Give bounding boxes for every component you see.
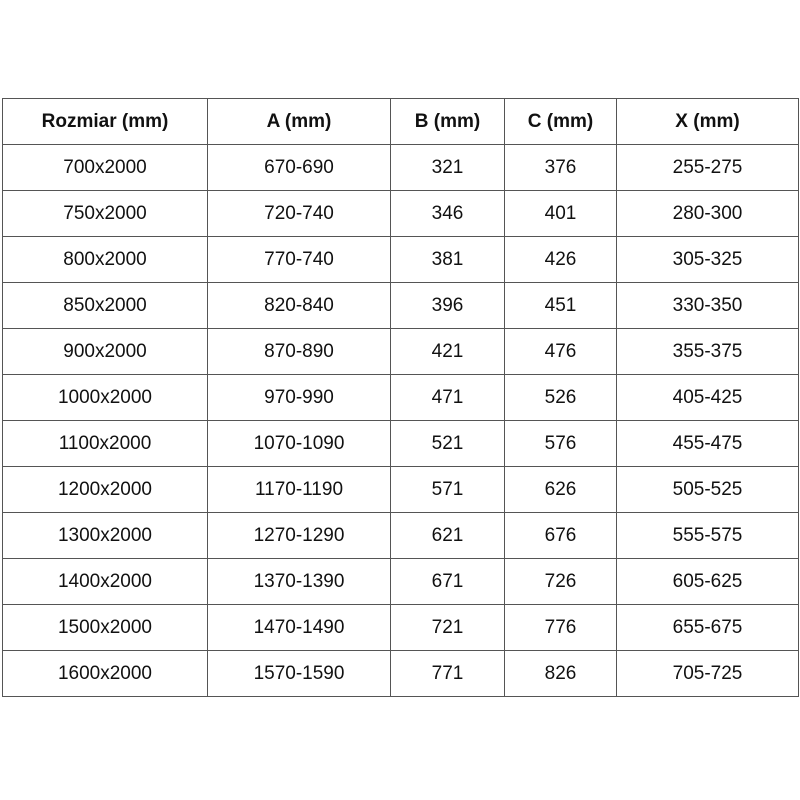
table-cell: 1300x2000	[2, 512, 208, 559]
table-row: 900x2000 870-890 421 476 355-375	[2, 328, 799, 375]
table-cell: 455-475	[616, 420, 799, 467]
table-cell: 720-740	[207, 190, 391, 237]
table-cell: 820-840	[207, 282, 391, 329]
table-cell: 280-300	[616, 190, 799, 237]
table-row: 800x2000 770-740 381 426 305-325	[2, 236, 799, 283]
table-cell: 621	[390, 512, 505, 559]
table-cell: 401	[504, 190, 617, 237]
table-cell: 396	[390, 282, 505, 329]
table-cell: 770-740	[207, 236, 391, 283]
table-cell: 555-575	[616, 512, 799, 559]
table-cell: 1400x2000	[2, 558, 208, 605]
table-cell: 1370-1390	[207, 558, 391, 605]
size-table: Rozmiar (mm) A (mm) B (mm) C (mm) X (mm) 700…	[2, 98, 799, 697]
table-cell: 900x2000	[2, 328, 208, 375]
table-row: 1600x2000 1570-1590 771 826 705-725	[2, 650, 799, 697]
table-cell: 571	[390, 466, 505, 513]
table-cell: 476	[504, 328, 617, 375]
table-cell: 376	[504, 144, 617, 191]
table-cell: 255-275	[616, 144, 799, 191]
table-cell: 521	[390, 420, 505, 467]
table-cell: 700x2000	[2, 144, 208, 191]
table-cell: 576	[504, 420, 617, 467]
table-row: 1500x2000 1470-1490 721 776 655-675	[2, 604, 799, 651]
table-row: 1400x2000 1370-1390 671 726 605-625	[2, 558, 799, 605]
table-cell: 671	[390, 558, 505, 605]
table-cell: 776	[504, 604, 617, 651]
table-cell: 870-890	[207, 328, 391, 375]
table-cell: 505-525	[616, 466, 799, 513]
table-cell: 1570-1590	[207, 650, 391, 697]
table-row: 1100x2000 1070-1090 521 576 455-475	[2, 420, 799, 467]
table-cell: 1470-1490	[207, 604, 391, 651]
table-cell: 626	[504, 466, 617, 513]
table-row: 1000x2000 970-990 471 526 405-425	[2, 374, 799, 421]
column-header: X (mm)	[616, 98, 799, 145]
column-header: Rozmiar (mm)	[2, 98, 208, 145]
table-cell: 750x2000	[2, 190, 208, 237]
table-cell: 970-990	[207, 374, 391, 421]
table-cell: 1270-1290	[207, 512, 391, 559]
table-cell: 346	[390, 190, 505, 237]
column-header: B (mm)	[390, 98, 505, 145]
table-cell: 526	[504, 374, 617, 421]
table-cell: 605-625	[616, 558, 799, 605]
table-cell: 471	[390, 374, 505, 421]
table-cell: 1000x2000	[2, 374, 208, 421]
table-cell: 1100x2000	[2, 420, 208, 467]
table-cell: 1070-1090	[207, 420, 391, 467]
table-cell: 421	[390, 328, 505, 375]
column-header: A (mm)	[207, 98, 391, 145]
table-cell: 705-725	[616, 650, 799, 697]
table-row: 1300x2000 1270-1290 621 676 555-575	[2, 512, 799, 559]
table-row: 1200x2000 1170-1190 571 626 505-525	[2, 466, 799, 513]
table-cell: 426	[504, 236, 617, 283]
table-cell: 726	[504, 558, 617, 605]
table-cell: 850x2000	[2, 282, 208, 329]
table-cell: 405-425	[616, 374, 799, 421]
table-cell: 451	[504, 282, 617, 329]
table-row: 750x2000 720-740 346 401 280-300	[2, 190, 799, 237]
table-row: 700x2000 670-690 321 376 255-275	[2, 144, 799, 191]
table-cell: 800x2000	[2, 236, 208, 283]
table-cell: 1200x2000	[2, 466, 208, 513]
table-cell: 721	[390, 604, 505, 651]
table-cell: 826	[504, 650, 617, 697]
header-row: Rozmiar (mm) A (mm) B (mm) C (mm) X (mm)	[2, 98, 799, 145]
table-cell: 676	[504, 512, 617, 559]
table-cell: 321	[390, 144, 505, 191]
table-cell: 330-350	[616, 282, 799, 329]
table-cell: 381	[390, 236, 505, 283]
table-cell: 655-675	[616, 604, 799, 651]
table-cell: 1500x2000	[2, 604, 208, 651]
table-cell: 305-325	[616, 236, 799, 283]
table-cell: 1600x2000	[2, 650, 208, 697]
table-cell: 355-375	[616, 328, 799, 375]
table-cell: 670-690	[207, 144, 391, 191]
table-cell: 771	[390, 650, 505, 697]
table-row: 850x2000 820-840 396 451 330-350	[2, 282, 799, 329]
table-cell: 1170-1190	[207, 466, 391, 513]
column-header: C (mm)	[504, 98, 617, 145]
